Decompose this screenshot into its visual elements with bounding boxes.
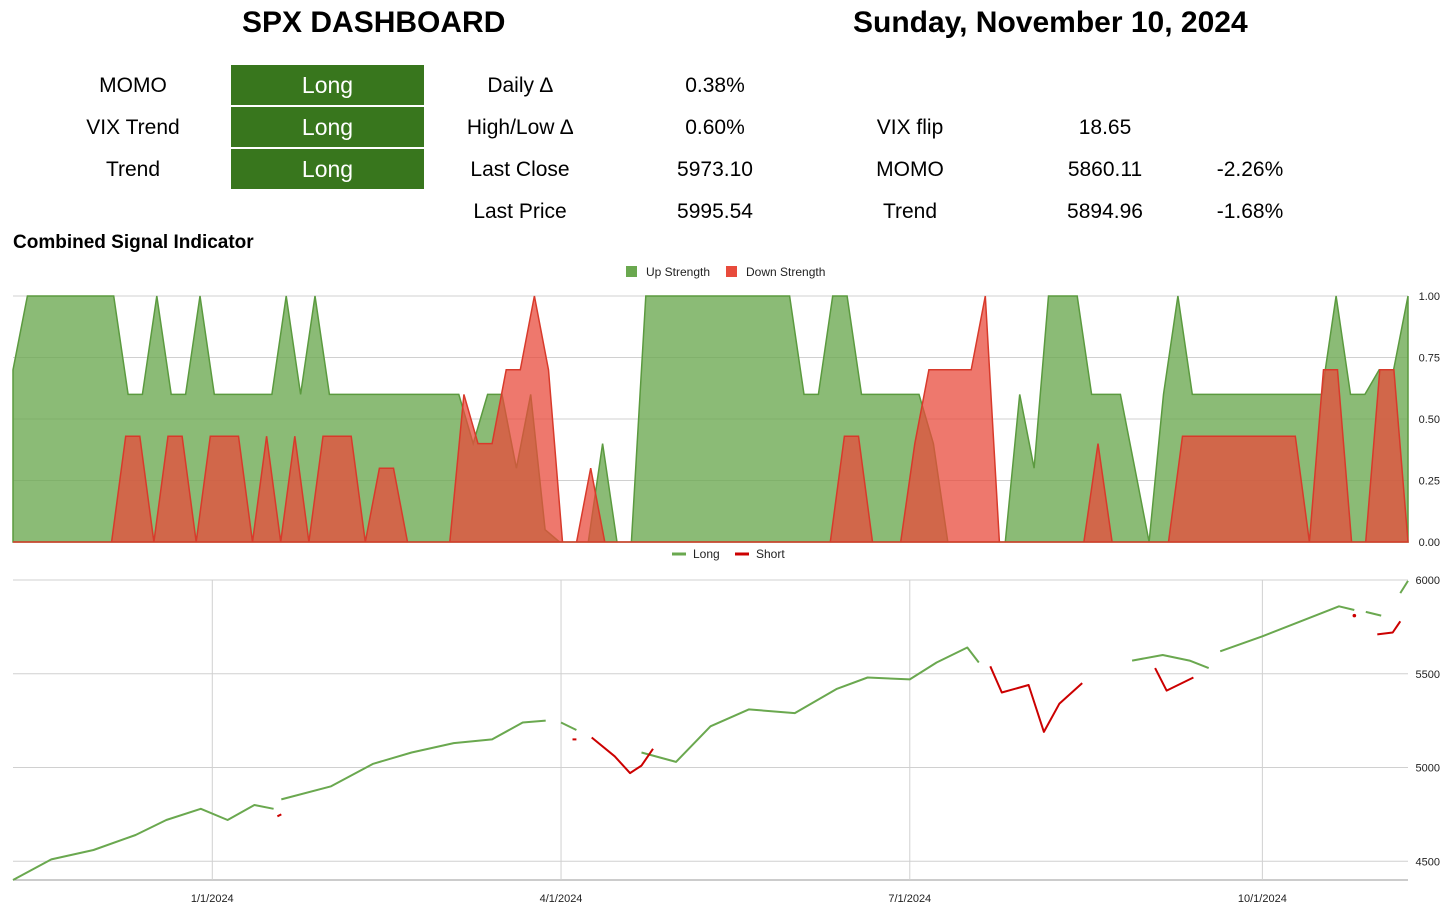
stat-value-last-price: 5995.54 <box>677 200 753 223</box>
level-label-momo: MOMO <box>876 158 944 181</box>
level-value-vix-flip: 18.65 <box>1078 116 1132 139</box>
level-pct-momo: -2.26% <box>1216 158 1284 181</box>
stat-label-high-low-change: High/Low ∆ <box>466 116 574 139</box>
stat-label-last-close: Last Close <box>470 158 570 181</box>
short-line-segment <box>1352 613 1357 618</box>
signal-value-vix-trend: Long <box>231 107 424 147</box>
short-line-segment <box>1377 620 1402 636</box>
stat-label-daily-change: Daily ∆ <box>487 74 553 97</box>
y-tick-label: 0.25 <box>1419 476 1440 488</box>
y-tick-label: 6000 <box>1416 575 1440 587</box>
short-line-segment <box>591 736 654 775</box>
level-pct-trend: -1.68% <box>1216 200 1284 223</box>
y-tick-label: 5500 <box>1416 669 1440 681</box>
down-strength-area <box>13 295 1409 543</box>
y-tick-label: 0.75 <box>1419 353 1440 365</box>
y-tick-label: 4500 <box>1416 856 1440 868</box>
long-line-segment <box>1219 605 1355 653</box>
legend-swatch <box>626 266 637 277</box>
signal-label-vix-trend: VIX Trend <box>86 116 180 139</box>
level-value-momo: 5860.11 <box>1067 158 1143 181</box>
stat-value-high-low-change: 0.60% <box>685 116 745 139</box>
x-tick-label: 4/1/2024 <box>540 893 583 905</box>
y-tick-label: 0.50 <box>1419 414 1440 426</box>
short-line-segment <box>1154 667 1194 692</box>
signal-chart-title: Combined Signal Indicator <box>13 232 254 253</box>
long-line-segment <box>1365 610 1382 617</box>
signal-value-momo: Long <box>231 65 424 105</box>
long-line-segment <box>641 646 980 763</box>
long-line-segment <box>12 804 274 881</box>
x-tick-label: 10/1/2024 <box>1238 893 1287 905</box>
level-value-trend: 5894.96 <box>1067 200 1143 223</box>
long-line-segment <box>1131 654 1210 670</box>
short-line-segment <box>276 813 282 818</box>
legend-label: Up Strength <box>646 265 710 279</box>
x-tick-label: 7/1/2024 <box>888 893 931 905</box>
dashboard-title: SPX DASHBOARD <box>242 6 506 39</box>
signal-value-trend: Long <box>231 149 424 189</box>
legend-label: Down Strength <box>746 265 825 279</box>
long-line-segment <box>1399 580 1409 594</box>
level-label-trend: Trend <box>882 200 938 223</box>
x-tick-label: 1/1/2024 <box>191 893 234 905</box>
short-line-segment <box>989 665 1083 733</box>
long-line-segment <box>560 721 577 731</box>
stat-value-last-close: 5973.10 <box>677 158 753 181</box>
up-strength-area <box>12 295 1409 543</box>
legend-swatch <box>726 266 737 277</box>
stat-label-last-price: Last Price <box>473 200 567 223</box>
long-line-segment <box>281 719 546 801</box>
price-line-chart: 6000 5500 5000 4500 1/1/2024 4/1/2024 7/1/2024… <box>12 547 1440 905</box>
y-tick-label: 1.00 <box>1419 291 1440 303</box>
legend-label: Long <box>693 547 720 561</box>
dashboard-date: Sunday, November 10, 2024 <box>853 6 1248 39</box>
signal-label-trend: Trend <box>105 158 161 181</box>
legend-label: Short <box>756 547 785 561</box>
stat-value-daily-change: 0.38% <box>685 74 745 97</box>
level-label-vix-flip: VIX flip <box>876 116 944 139</box>
signal-label-momo: MOMO <box>99 74 167 97</box>
y-tick-label: 0.00 <box>1419 537 1440 548</box>
y-tick-label: 5000 <box>1416 763 1440 775</box>
signal-strength-chart: 1.00 0.75 0.50 0.25 0.00 Up Strength Down Stre… <box>12 265 1440 548</box>
